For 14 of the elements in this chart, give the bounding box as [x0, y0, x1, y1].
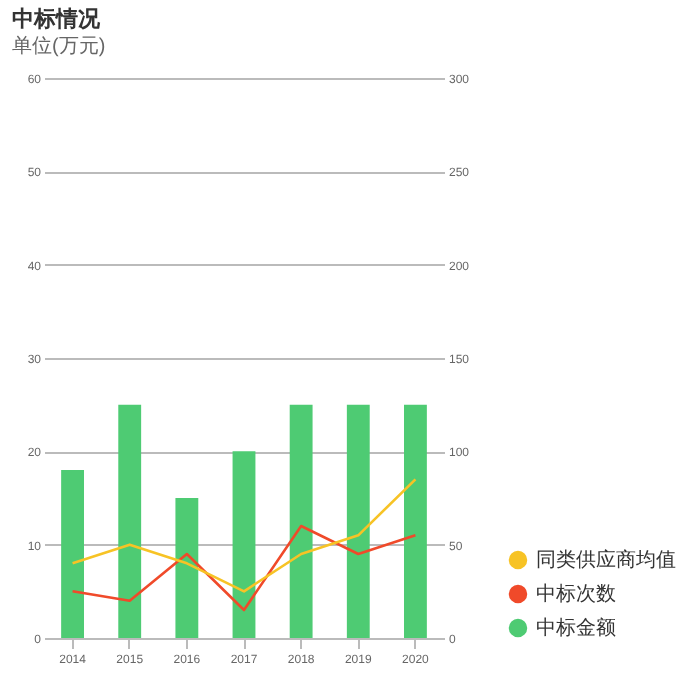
- bar: [404, 404, 427, 638]
- bar: [346, 404, 370, 638]
- bar: [289, 404, 313, 638]
- legend-label: 中标金额: [536, 616, 616, 640]
- line-series: [71, 478, 417, 593]
- legend-label: 同类供应商均值: [536, 548, 676, 572]
- bar: [118, 404, 142, 638]
- bar: [232, 451, 256, 638]
- chart-title: 中标情况: [12, 6, 102, 32]
- bar: [175, 498, 199, 638]
- chart-subtitle: 单位(万元): [12, 34, 106, 58]
- bar: [61, 470, 84, 638]
- legend-label: 中标次数: [536, 582, 616, 606]
- line-series: [71, 524, 417, 612]
